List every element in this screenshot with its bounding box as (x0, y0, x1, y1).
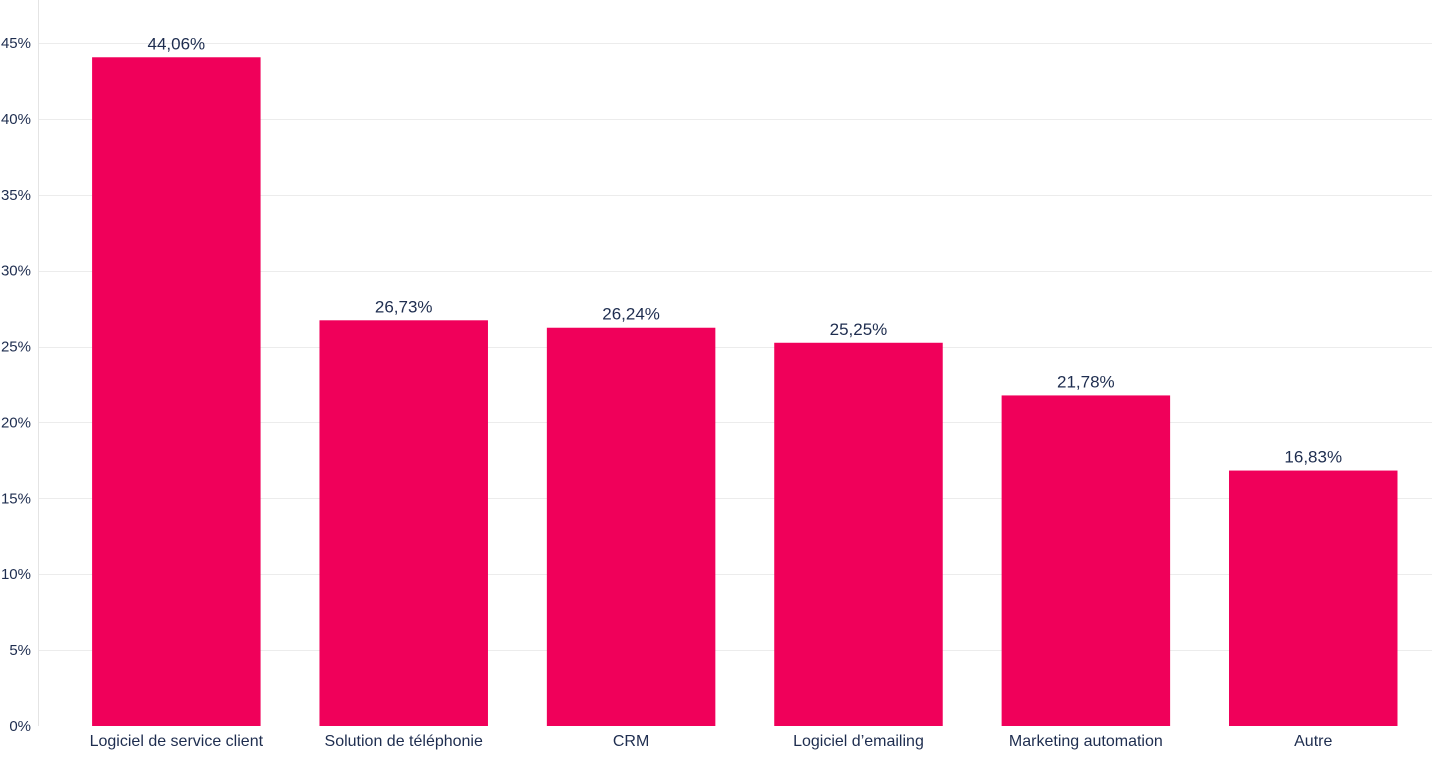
bar (1229, 470, 1398, 726)
data-label: 21,78% (1057, 372, 1115, 391)
y-tick-label: 15% (1, 490, 31, 507)
data-label: 44,06% (147, 34, 205, 53)
y-tick-label: 25% (1, 339, 31, 356)
data-label: 26,24% (602, 305, 660, 324)
data-label: 25,25% (830, 320, 888, 339)
y-axis: 0% 5% 10% 15% 20% 25% 30% 35% 40% 45% (1, 35, 31, 735)
y-tick-label: 0% (9, 718, 31, 735)
bars (92, 57, 1398, 727)
y-tick-label: 30% (1, 263, 31, 280)
x-tick-label: Solution de téléphonie (325, 733, 483, 750)
x-tick-label: Logiciel de service client (90, 733, 264, 750)
gridlines (38, 0, 1432, 726)
bar (1001, 395, 1171, 726)
data-label: 26,73% (375, 297, 433, 316)
x-axis: Logiciel de service client Solution de té… (90, 733, 1333, 750)
x-tick-label: Autre (1294, 733, 1332, 750)
bar (546, 327, 716, 726)
bar (319, 320, 488, 726)
bar (774, 342, 943, 726)
y-tick-label: 5% (9, 642, 31, 659)
y-tick-label: 10% (1, 566, 31, 583)
data-labels: 44,06% 26,73% 26,24% 25,25% 21,78% 16,83% (147, 34, 1342, 466)
data-label: 16,83% (1284, 448, 1342, 467)
bar (92, 57, 261, 727)
y-tick-label: 20% (1, 414, 31, 431)
x-tick-label: CRM (613, 733, 649, 750)
y-tick-label: 35% (1, 187, 31, 204)
y-tick-label: 45% (1, 35, 31, 52)
x-tick-label: Marketing automation (1009, 733, 1163, 750)
x-tick-label: Logiciel d’emailing (793, 733, 924, 750)
y-tick-label: 40% (1, 111, 31, 128)
